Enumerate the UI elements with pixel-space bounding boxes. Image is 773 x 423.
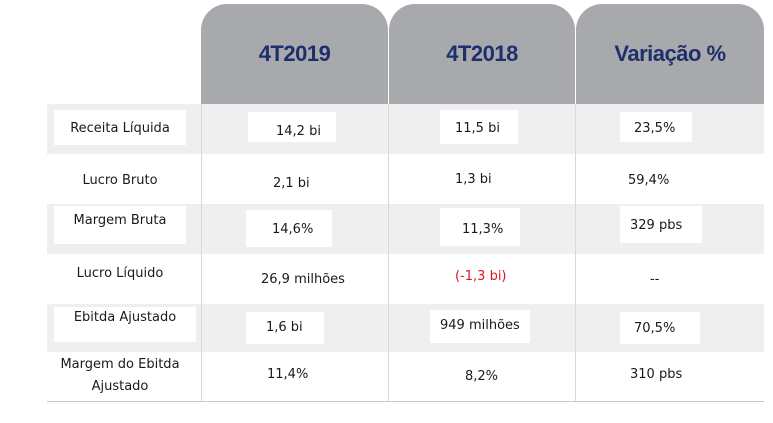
cell-variacao: -- <box>650 272 660 287</box>
cell-box <box>430 310 530 343</box>
cell-4t2019: 26,9 milhões <box>261 272 345 287</box>
cell-variacao: 70,5% <box>634 321 676 336</box>
header-variacao: Variação % <box>576 4 764 104</box>
cell-box <box>440 110 518 144</box>
row-label: Ebitda Ajustado <box>73 310 177 325</box>
cell-box <box>54 307 196 342</box>
cell-4t2019: 11,4% <box>267 367 309 382</box>
row-label-line2: Ajustado <box>91 379 149 394</box>
cell-4t2018: 11,3% <box>462 222 504 237</box>
cell-4t2018-negative: (-1,3 bi) <box>455 269 507 284</box>
cell-4t2019: 14,2 bi <box>276 124 321 139</box>
cell-4t2018: 1,3 bi <box>455 172 492 187</box>
cell-variacao: 310 pbs <box>630 367 683 382</box>
cell-4t2019: 14,6% <box>272 222 314 237</box>
row-label-line1: Margem do Ebitda <box>60 357 180 372</box>
column-divider <box>388 104 389 401</box>
cell-4t2018: 11,5 bi <box>455 121 500 136</box>
cell-box <box>620 312 700 344</box>
cell-box <box>54 206 186 244</box>
cell-box <box>248 112 336 142</box>
row-label: Lucro Líquido <box>76 266 164 281</box>
cell-4t2019: 1,6 bi <box>266 320 303 335</box>
cell-box <box>440 208 520 246</box>
cell-box <box>54 110 186 145</box>
cell-4t2018: 949 milhões <box>440 318 520 333</box>
cell-variacao: 59,4% <box>628 173 670 188</box>
cell-box <box>246 210 332 247</box>
cell-variacao: 23,5% <box>634 121 676 136</box>
column-divider <box>575 104 576 401</box>
table-bottom-border <box>47 401 764 402</box>
cell-4t2019: 2,1 bi <box>273 176 310 191</box>
header-4t2019: 4T2019 <box>201 4 388 104</box>
header-4t2018: 4T2018 <box>389 4 575 104</box>
cell-4t2018: 8,2% <box>465 369 499 384</box>
row-label: Receita Líquida <box>70 121 170 136</box>
cell-box <box>620 206 702 243</box>
row-label: Margem Bruta <box>73 213 167 228</box>
cell-box <box>246 312 324 344</box>
row-label: Lucro Bruto <box>82 173 158 188</box>
column-divider <box>201 104 202 401</box>
cell-variacao: 329 pbs <box>630 218 683 233</box>
cell-box <box>620 112 692 142</box>
